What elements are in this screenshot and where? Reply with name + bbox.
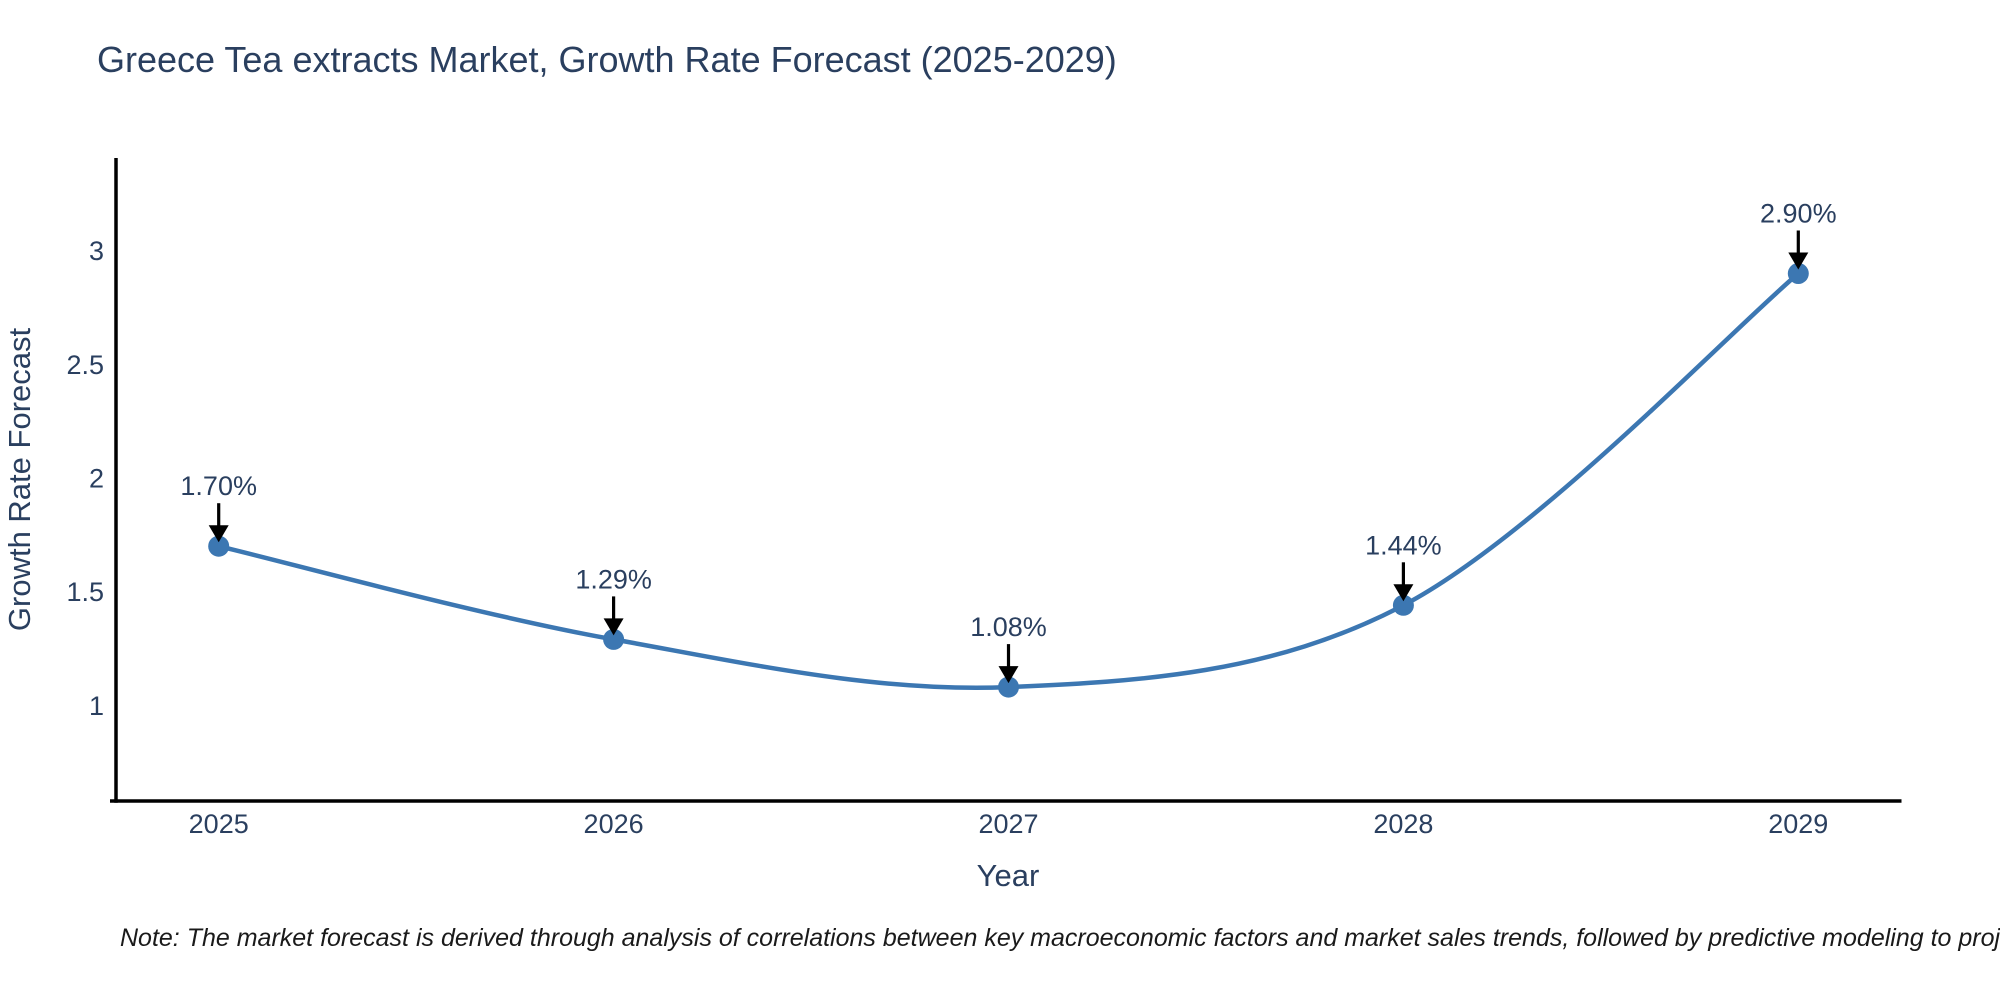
annotation-2029: 2.90% [1760,199,1837,270]
y-tick-label-2: 2 [89,464,104,494]
x-tick-labels: 2025 2026 2027 2028 2029 [189,809,1829,839]
footnote: Note: The market forecast is derived thr… [120,924,2000,952]
data-point-2027[interactable] [998,676,1019,698]
chart-title: Greece Tea extracts Market, Growth Rate … [97,39,1117,80]
annotation-2026: 1.29% [575,564,652,636]
annotation-arrow-head [603,618,624,636]
data-label-2028: 1.44% [1365,530,1442,560]
annotation-arrow-head [208,525,229,543]
data-label-annotations: 1.70% 1.29% 1.08% 1.44% 2.90% [180,199,1837,684]
y-tick-label-1.5: 1.5 [66,577,104,607]
x-tick-label-2025: 2025 [189,809,249,839]
annotation-arrow-head [1788,252,1809,270]
y-axis-title: Growth Rate Forecast [2,328,37,632]
annotation-2027: 1.08% [970,612,1047,684]
x-tick-label-2028: 2028 [1373,809,1433,839]
x-tick-label-2026: 2026 [584,809,644,839]
data-point-2029[interactable] [1787,263,1809,284]
data-point-2025[interactable] [208,535,230,557]
y-tick-label-1: 1 [89,691,104,721]
annotation-arrow-head [998,666,1019,684]
data-point-2026[interactable] [603,628,625,650]
data-label-2027: 1.08% [970,612,1047,642]
data-label-2029: 2.90% [1760,199,1837,229]
x-tick-label-2027: 2027 [978,809,1038,839]
y-tick-labels: 1 1.5 2 2.5 3 [66,236,104,721]
x-axis: 2025 2026 2027 2028 2029 Year [110,799,1902,893]
x-axis-title: Year [977,858,1040,893]
y-axis: 1 1.5 2 2.5 3 Growth Rate Forecast [2,158,118,803]
series-growth-rate-forecast [208,263,1809,698]
annotation-2028: 1.44% [1365,530,1442,602]
y-tick-label-2.5: 2.5 [66,350,104,380]
data-point-2028[interactable] [1392,594,1414,616]
x-tick-label-2029: 2029 [1768,809,1828,839]
data-label-2025: 1.70% [180,471,257,501]
data-label-2026: 1.29% [575,564,652,594]
annotation-arrow-head [1393,584,1414,602]
y-tick-label-3: 3 [89,236,104,266]
annotation-2025: 1.70% [180,471,257,543]
